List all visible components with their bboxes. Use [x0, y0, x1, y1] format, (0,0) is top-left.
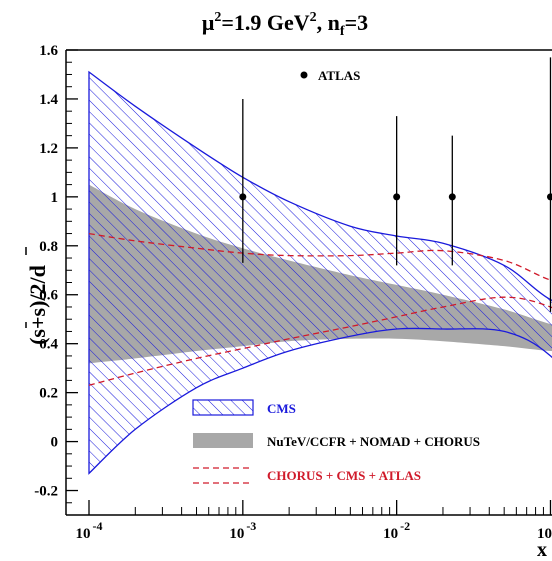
- atlas-point-0: [239, 193, 247, 201]
- atlas-legend-label: ATLAS: [318, 68, 360, 83]
- legend-nutev-label: NuTeV/CCFR + NOMAD + CHORUS: [267, 434, 480, 449]
- y-axis-label-open: (s+s: [25, 307, 50, 344]
- title-sup1: 2: [214, 10, 221, 25]
- x-tick-label: 10 -4: [76, 519, 103, 542]
- y-tick-label: 0.8: [39, 239, 58, 255]
- title-mu: μ: [202, 10, 215, 35]
- atlas-point-2: [448, 193, 456, 201]
- x-tick-label: 10 -3: [229, 519, 256, 542]
- chorus-band-lower: [88, 296, 552, 386]
- title-sup2: 2: [310, 10, 317, 25]
- title-sub: f: [340, 24, 345, 39]
- atlas-points: [239, 57, 552, 312]
- legend-nutev-swatch: [193, 433, 253, 448]
- y-axis-label-close: )/2/d: [25, 265, 50, 308]
- legend: CMS NuTeV/CCFR + NOMAD + CHORUS CHORUS +…: [192, 399, 480, 484]
- atlas-legend: ATLAS: [300, 68, 360, 83]
- svg-text:(s+s)/2/d: (s+s)/2/d: [25, 265, 50, 345]
- x-axis-ticks: 10-4 10-3 10-2 10-1: [76, 500, 552, 542]
- atlas-point-3: [546, 193, 552, 201]
- atlas-legend-marker: [300, 71, 308, 79]
- x-axis-label: x: [537, 539, 547, 561]
- y-tick-label: 1.4: [39, 92, 58, 108]
- y-tick-label: 0.4: [39, 337, 58, 353]
- y-tick-label: 0.6: [39, 288, 58, 304]
- x-tick-label: 10-1: [537, 519, 552, 542]
- title-sep: , n: [317, 10, 340, 35]
- atlas-point-1: [393, 193, 401, 201]
- y-tick-label: 1: [51, 190, 59, 206]
- x-tick-label: 10 -2: [383, 519, 410, 542]
- legend-cms-label: CMS: [267, 401, 296, 416]
- y-tick-label: 1.2: [39, 141, 58, 157]
- y-axis-ticks: -0.2 0 0.2 0.4 0.6 0.8 1 1.2 1.4 1.6: [34, 43, 78, 516]
- title-mid: =1.9 GeV: [221, 10, 309, 35]
- title-tail: =3: [345, 10, 369, 35]
- plot-area: [88, 57, 552, 475]
- chart-title: μ2=1.9 GeV2, nf=3: [202, 10, 368, 39]
- legend-cms-swatch: [192, 399, 254, 416]
- cms-band: [88, 70, 552, 475]
- y-tick-label: 0: [51, 435, 59, 451]
- y-axis-label: (s+s)/2/d: [25, 247, 50, 345]
- legend-chorus-label: CHORUS + CMS + ATLAS: [267, 468, 421, 483]
- y-tick-label: 0.2: [39, 386, 58, 402]
- y-tick-label: -0.2: [34, 484, 58, 500]
- y-tick-label: 1.6: [39, 43, 58, 59]
